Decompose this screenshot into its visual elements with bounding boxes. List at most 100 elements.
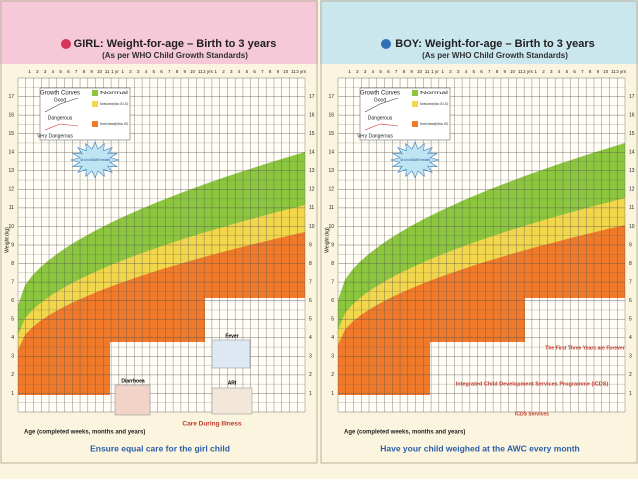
y-label: 16 [8,112,14,118]
legend-swatch [92,101,98,107]
x-label: 5 [152,69,155,74]
x-label: 3 [230,69,233,74]
note-box [114,384,151,416]
x-label: 10 [510,69,516,74]
y-label: 8 [309,261,312,267]
y-label: 3 [629,354,632,360]
legend-text: Growth Curves [40,91,80,97]
y-label: 14 [629,150,635,156]
x-label: 3 [457,69,460,74]
y-label: 2 [11,372,14,378]
blank [525,298,625,412]
x-label: 1 yr [431,69,439,74]
y-label: 16 [629,112,635,118]
x-label: 11 [291,69,296,74]
x-label: 10 [417,69,423,74]
legend-swatch [92,90,98,96]
x-label: 8 [496,69,499,74]
x-label: 6 [67,69,70,74]
x-label: 5 [246,69,249,74]
y-axis-label: Weight (kg) [324,227,330,253]
note-heading: ICDS Services [515,411,549,417]
legend-curve [364,123,399,131]
x-label: 11 [518,69,523,74]
y-label: 2 [309,372,312,378]
x-label: 9 [597,69,600,74]
x-label: 8 [589,69,592,74]
x-label: 4 [145,69,148,74]
x-label: 6 [573,69,576,74]
y-axis-label: Weight (kg) [4,227,10,253]
note-title: Diarrhoea [121,378,145,384]
footer: Ensure equal care for the girl child [90,443,230,453]
x-label: 5 [379,69,382,74]
x-label: 4 [465,69,468,74]
y-label: 9 [331,242,334,248]
y-label: 5 [11,317,14,323]
y-label: 15 [629,131,635,137]
x-label: 10 [283,69,289,74]
legend-text: Very Dangerous [37,133,73,139]
x-label: 4 [238,69,241,74]
y-label: 7 [309,279,312,285]
note-title: Fever [225,333,238,339]
y-label: 5 [309,317,312,323]
y-label: 6 [309,298,312,304]
y-label: 13 [8,168,14,174]
y-label: 8 [629,261,632,267]
y-label: 10 [8,224,14,230]
y-label: 14 [8,150,14,156]
x-label: 2 yrs [523,69,534,74]
y-label: 13 [309,168,315,174]
child-icon [61,39,71,49]
note-title: ARI [228,380,237,386]
y-label: 2 [331,372,334,378]
y-label: 11 [329,205,334,211]
x-label: 2 yrs [203,69,214,74]
y-label: 3 [309,354,312,360]
x-label: 3 yrs [296,69,307,74]
header [0,0,318,64]
starburst [390,141,440,179]
y-label: 9 [11,242,14,248]
note-heading: Integrated Child Development Services Pr… [456,381,609,387]
x-label: 10 [603,69,609,74]
x-label: 1 [441,69,444,74]
y-label: 4 [629,335,632,341]
legend-text: Normal [420,90,448,95]
x-label: 7 [168,69,171,74]
legend-curve [364,97,399,113]
note-box [211,339,251,369]
x-label: 9 [410,69,413,74]
x-label: 7 [75,69,78,74]
legend-text: Good [54,97,66,103]
y-label: 15 [8,131,14,137]
starburst-text: Talk to the ANM/AWW Immediately [400,157,430,162]
x-label: 8 [176,69,179,74]
x-label: 4 [52,69,55,74]
header [320,0,638,64]
y-label: 1 [331,391,334,397]
legend-swatch [412,121,418,127]
x-label: 5 [472,69,475,74]
x-label: 6 [160,69,163,74]
y-label: 17 [629,94,635,100]
legend-curve [44,123,79,131]
legend-curve [44,97,79,113]
x-label: 11 [425,69,430,74]
y-label: 9 [629,242,632,248]
legend-text: Moderately Underweight (Below -2SD to -3… [100,101,128,106]
x-label: 9 [277,69,280,74]
y-label: 12 [8,187,14,193]
x-label: 11 [611,69,616,74]
y-label: 6 [331,298,334,304]
panel-border [320,0,638,464]
legend-text: Severely Underweight (Below -3SD) [100,121,128,126]
y-label: 5 [331,317,334,323]
legend-text: Dangerous [368,115,393,121]
x-label: 7 [488,69,491,74]
x-label: 5 [566,69,569,74]
y-label: 8 [331,261,334,267]
x-label: 8 [269,69,272,74]
y-label: 16 [328,112,334,118]
